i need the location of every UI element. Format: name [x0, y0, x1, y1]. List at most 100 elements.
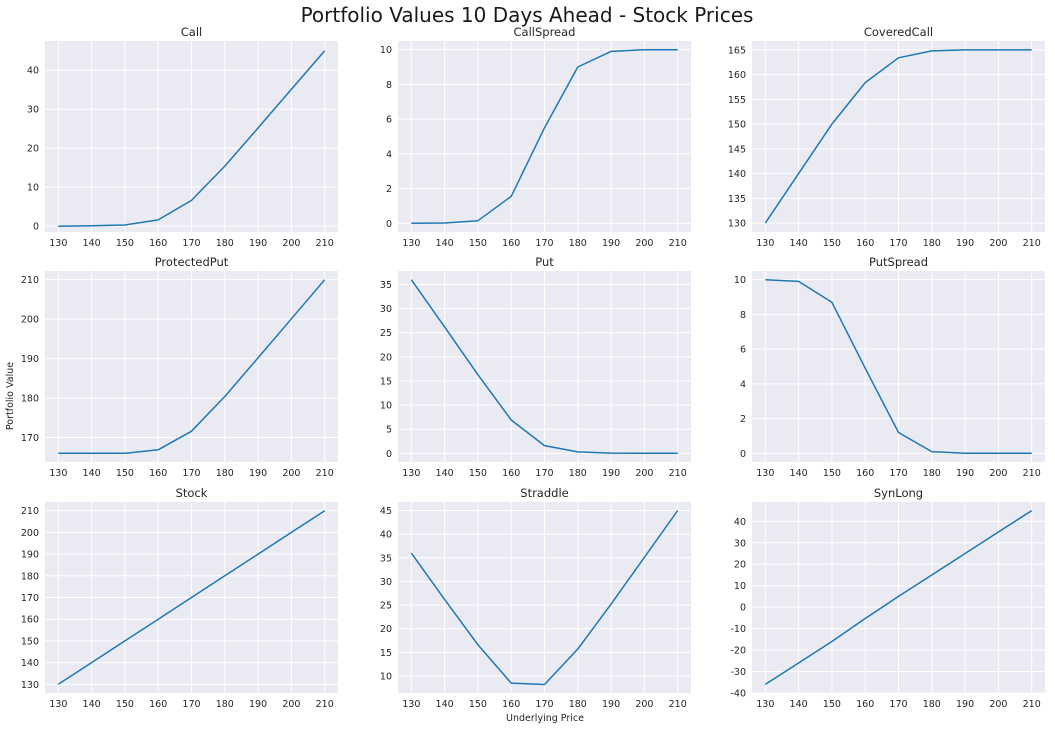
- series-line: [764, 49, 1032, 224]
- y-tick-label: 170: [21, 433, 39, 444]
- x-tick-label: 210: [1023, 699, 1041, 710]
- y-tick-label: 30: [734, 538, 746, 549]
- x-tick-label: 150: [823, 468, 841, 479]
- x-tick-label: 130: [756, 238, 774, 249]
- subplot-put: Put 130 140 150 160 170 180 190 200 210 0 5 10 15 20 25…: [380, 255, 691, 479]
- x-tick-label: 140: [83, 468, 101, 479]
- x-tick-label: 180: [216, 468, 234, 479]
- y-tick-label: 30: [380, 304, 392, 315]
- series-line: [57, 510, 326, 685]
- x-tick-label: 140: [790, 238, 808, 249]
- subplot-title: PutSpread: [869, 255, 928, 269]
- x-tick-label: 190: [249, 238, 267, 249]
- x-tick-label: 150: [469, 468, 487, 479]
- y-tick-label: 40: [27, 66, 39, 77]
- x-tick-label: 160: [856, 699, 874, 710]
- y-tick-label: 45: [380, 506, 392, 517]
- y-tick-label: 0: [740, 603, 746, 614]
- y-tick-label: 130: [728, 219, 746, 230]
- x-tick-label: 160: [856, 468, 874, 479]
- x-tick-label: 190: [956, 699, 974, 710]
- y-tick-label: 150: [728, 120, 746, 131]
- x-tick-label: 210: [316, 468, 334, 479]
- x-tick-label: 150: [469, 699, 487, 710]
- x-tick-label: 180: [216, 238, 234, 249]
- x-tick-label: 150: [116, 468, 134, 479]
- x-tick-label: 180: [569, 238, 587, 249]
- x-tick-label: 180: [216, 699, 234, 710]
- y-tick-label: 6: [740, 345, 746, 356]
- x-tick-label: 130: [402, 468, 420, 479]
- y-tick-label: 6: [386, 115, 392, 126]
- x-tick-label: 200: [635, 468, 653, 479]
- subplot-straddle: Straddle 130 140 150 160 170 180 190 200 210 10 15 2…: [380, 486, 691, 710]
- y-tick-label: 8: [740, 310, 746, 321]
- y-tick-label: 190: [21, 354, 39, 365]
- y-tick-label: 10: [27, 183, 39, 194]
- x-tick-label: 170: [182, 238, 200, 249]
- subplot-callspread: CallSpread 130 140 150 160 170 180 190 200 210 0 2 4…: [380, 25, 691, 249]
- series-line: [410, 279, 678, 455]
- x-tick-label: 200: [989, 468, 1007, 479]
- x-tick-label: 170: [535, 238, 553, 249]
- y-tick-label: 145: [728, 144, 746, 155]
- x-tick-label: 200: [635, 699, 653, 710]
- y-tick-label: 160: [728, 70, 746, 81]
- y-tick-label: 160: [21, 615, 39, 626]
- y-tick-label: 30: [380, 577, 392, 588]
- y-tick-label: 8: [386, 80, 392, 91]
- x-tick-label: 180: [569, 468, 587, 479]
- x-tick-label: 180: [923, 468, 941, 479]
- subplot-title: CallSpread: [514, 25, 576, 39]
- subplot-title: SynLong: [874, 486, 923, 500]
- x-tick-label: 140: [436, 699, 454, 710]
- x-tick-label: 200: [282, 238, 300, 249]
- x-tick-label: 140: [83, 238, 101, 249]
- y-tick-label: 10: [734, 275, 746, 286]
- subplot-protectedput: ProtectedPut 130 140 150 160 170 180 190 200 210 1…: [21, 255, 338, 479]
- x-tick-label: 130: [49, 238, 67, 249]
- y-tick-label: 200: [21, 528, 39, 539]
- y-tick-label: -30: [730, 667, 746, 678]
- x-tick-label: 210: [1023, 468, 1041, 479]
- x-tick-label: 130: [402, 238, 420, 249]
- y-tick-label: 15: [380, 648, 392, 659]
- series-line: [58, 50, 326, 227]
- x-tick-label: 140: [83, 699, 101, 710]
- y-tick-label: 135: [728, 194, 746, 205]
- y-tick-label: 155: [728, 95, 746, 106]
- x-tick-label: 190: [602, 699, 620, 710]
- x-axis-label: Underlying Price: [506, 713, 584, 724]
- y-tick-label: 210: [21, 275, 39, 286]
- y-tick-label: 200: [21, 315, 39, 326]
- y-tick-label: 140: [21, 658, 39, 669]
- x-tick-label: 210: [669, 238, 687, 249]
- subplot-call: Call 130 140 150 160 170 180 190 200 210 0 10 20 30 40: [27, 25, 338, 249]
- x-tick-label: 210: [316, 238, 334, 249]
- y-tick-label: 25: [380, 601, 392, 612]
- x-tick-label: 200: [635, 238, 653, 249]
- x-tick-label: 190: [249, 699, 267, 710]
- y-tick-label: 150: [21, 636, 39, 647]
- x-tick-label: 170: [535, 468, 553, 479]
- x-tick-label: 150: [116, 238, 134, 249]
- x-tick-label: 130: [756, 468, 774, 479]
- y-tick-label: 20: [380, 624, 392, 635]
- subplot-putspread: PutSpread 130 140 150 160 170 180 190 200 210 0 2 4 6…: [734, 255, 1045, 479]
- y-tick-label: 15: [380, 376, 392, 387]
- x-tick-label: 210: [669, 468, 687, 479]
- y-tick-label: 10: [380, 401, 392, 412]
- x-tick-label: 210: [1023, 238, 1041, 249]
- x-tick-label: 180: [923, 238, 941, 249]
- x-tick-label: 160: [502, 699, 520, 710]
- x-tick-label: 150: [469, 238, 487, 249]
- y-tick-label: 40: [380, 530, 392, 541]
- x-tick-label: 130: [49, 699, 67, 710]
- x-tick-label: 140: [790, 468, 808, 479]
- x-tick-label: 170: [182, 699, 200, 710]
- x-tick-label: 130: [756, 699, 774, 710]
- x-tick-label: 200: [989, 238, 1007, 249]
- figure-title: Portfolio Values 10 Days Ahead - Stock P…: [301, 3, 754, 27]
- subplot-coveredcall: CoveredCall 130 140 150 160 170 180 190 200 210 13…: [728, 25, 1045, 249]
